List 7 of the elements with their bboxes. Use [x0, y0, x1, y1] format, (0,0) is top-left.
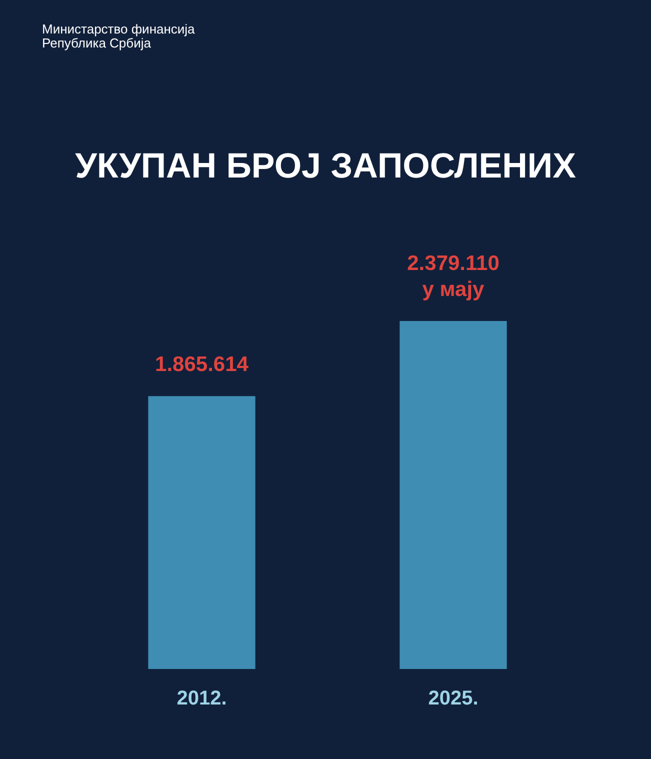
x-tick-label: 2025. — [428, 688, 478, 710]
chart-title: УКУПАН БРОЈ ЗАПОСЛЕНИХ — [75, 146, 577, 186]
text: Република Србија — [42, 36, 152, 51]
data-label: 1.865.614 — [155, 352, 249, 376]
text: Министарство финансија — [42, 22, 196, 37]
data-label: 2.379.110 у мају — [407, 252, 500, 301]
x-tick-label: 2012. — [176, 688, 227, 710]
